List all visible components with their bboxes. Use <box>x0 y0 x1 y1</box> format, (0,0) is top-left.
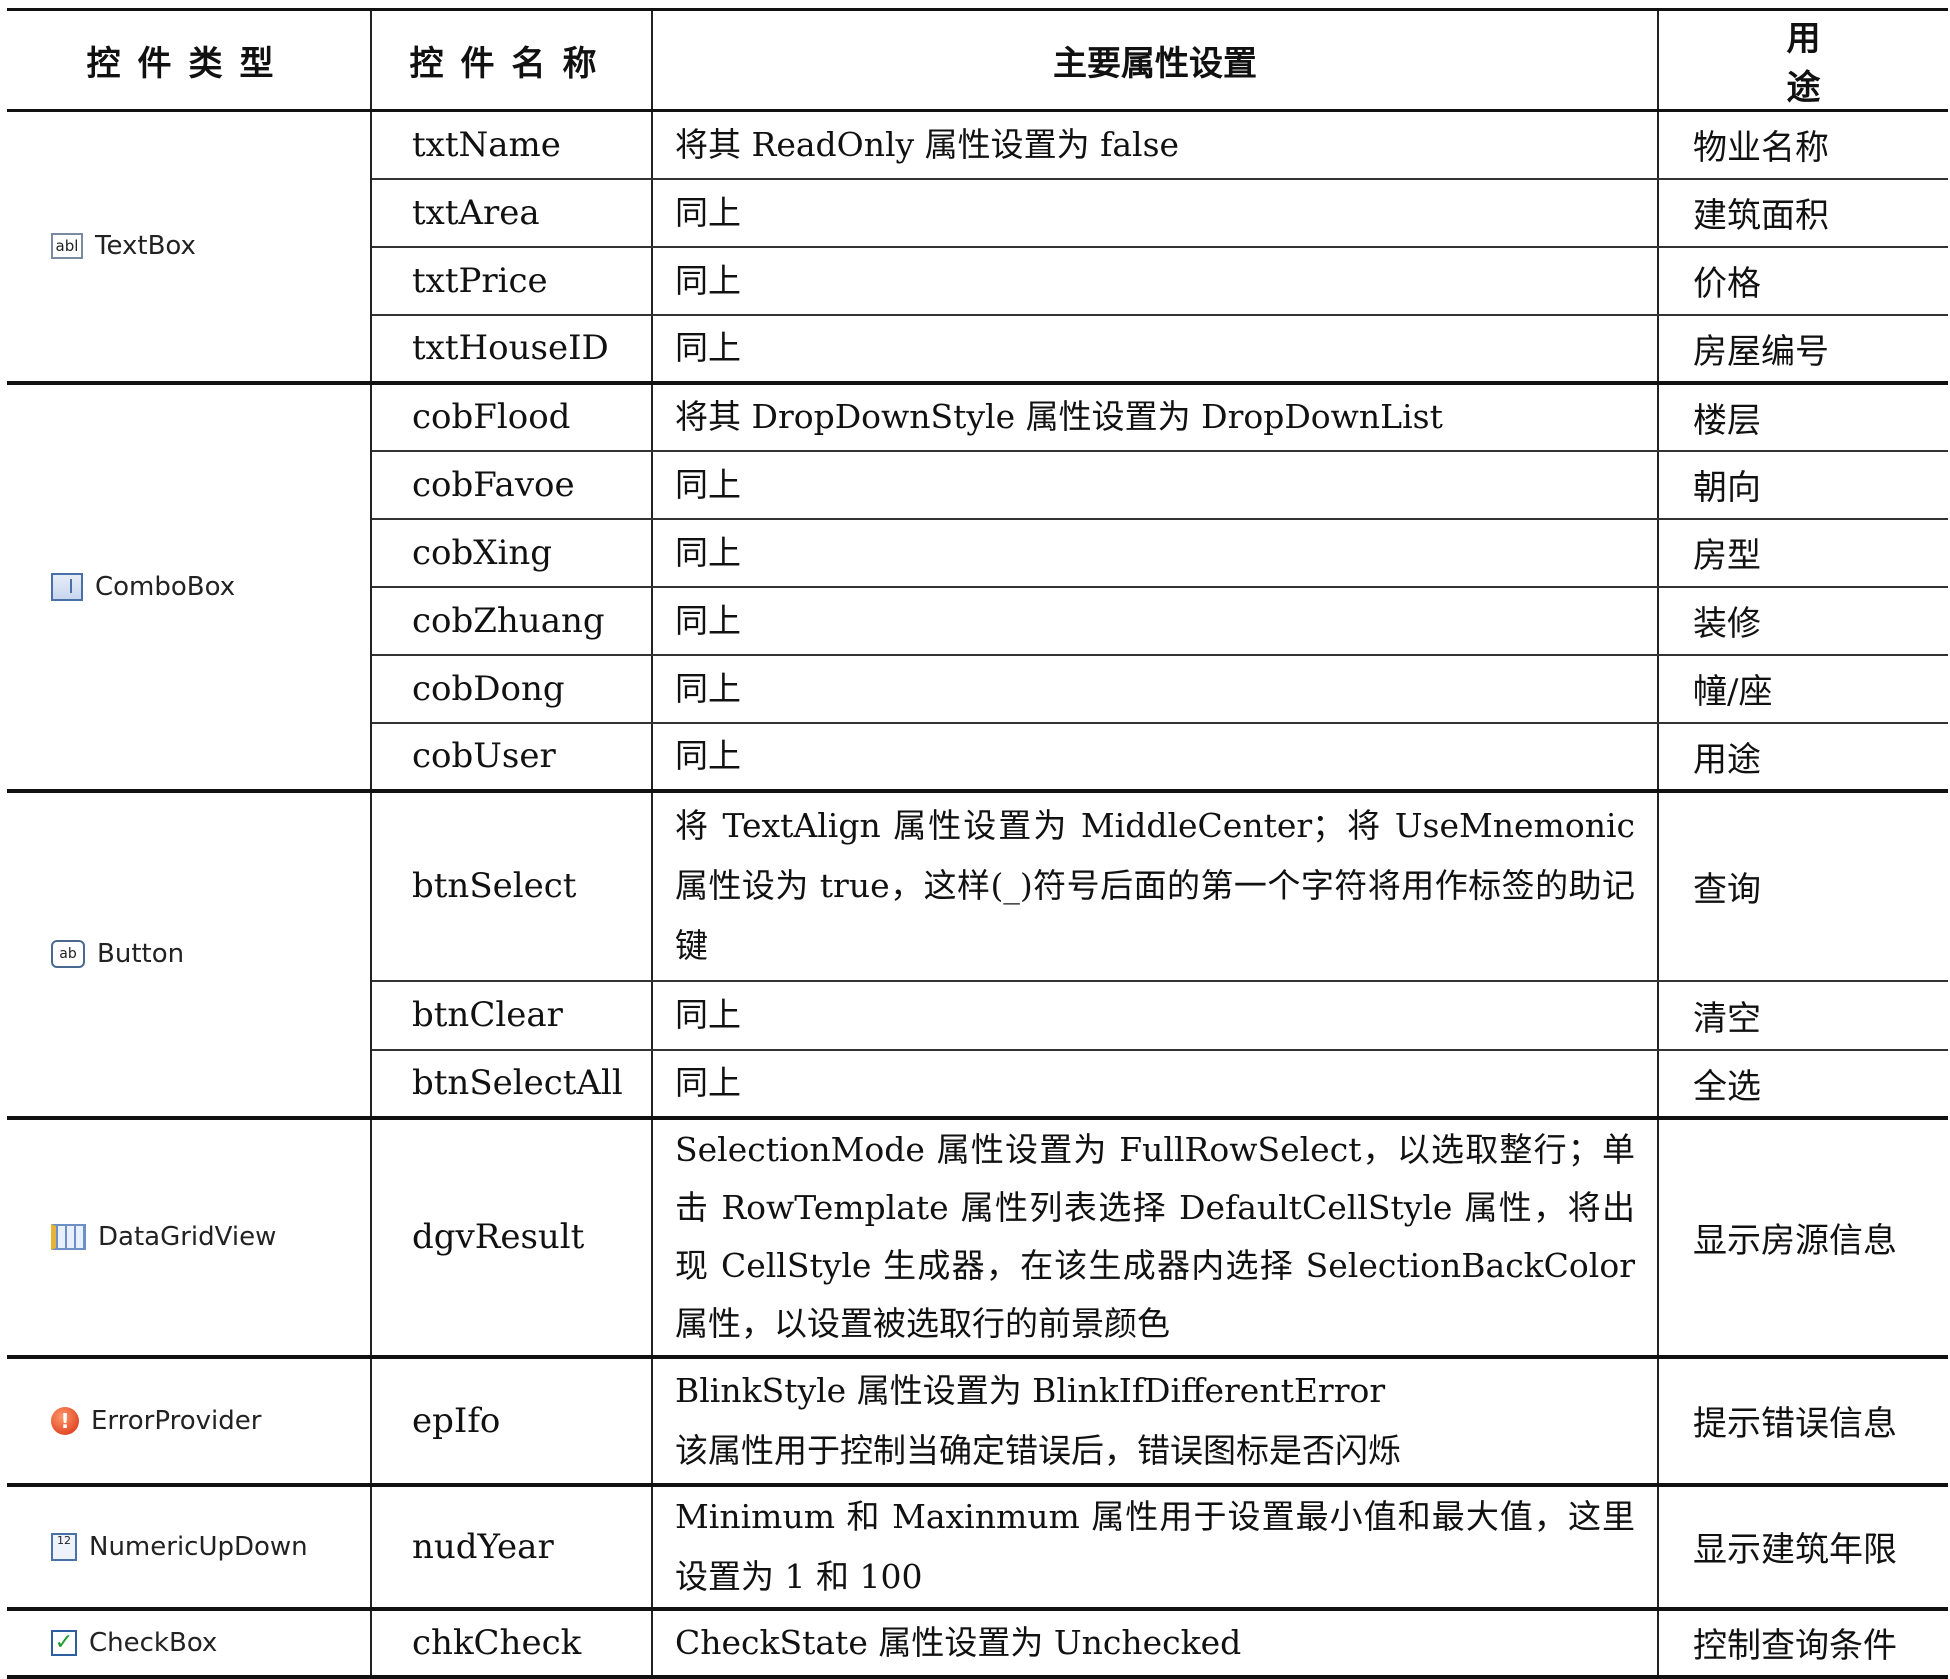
table-row: txtPrice 同上 价格 <box>7 246 1948 316</box>
numericupdown-icon: 12 <box>51 1532 77 1561</box>
type-label: ErrorProvider <box>91 1405 262 1436</box>
usage: 显示建筑年限 <box>1657 1484 1948 1611</box>
table-row: btnSelectAll 同上 全选 <box>7 1049 1948 1120</box>
usage: 全选 <box>1657 1049 1948 1120</box>
type-cell-textbox: abl TextBox <box>7 110 372 385</box>
usage: 物业名称 <box>1657 110 1948 180</box>
type-label: ComboBox <box>95 571 236 602</box>
type-label: NumericUpDown <box>89 1531 308 1562</box>
type-label: CheckBox <box>89 1627 218 1658</box>
property-desc: SelectionMode 属性设置为 FullRowSelect，以选取整行；… <box>651 1117 1659 1359</box>
type-cell-numericupdown: 12 NumericUpDown <box>7 1484 372 1611</box>
table-row: abl TextBox txtName 将其 ReadOnly 属性设置为 fal… <box>7 110 1948 385</box>
control-name: txtHouseID <box>371 314 653 385</box>
property-desc: 同上 <box>651 1049 1659 1120</box>
table-row: cobZhuang 同上 装修 <box>7 586 1948 656</box>
textbox-icon: abl <box>51 233 83 260</box>
usage: 朝向 <box>1657 450 1948 520</box>
usage: 显示房源信息 <box>1657 1117 1948 1359</box>
table-row: btnClear 同上 清空 <box>7 980 1948 1051</box>
property-desc: 同上 <box>651 722 1659 793</box>
property-desc: 同上 <box>651 178 1659 248</box>
property-desc-line: BlinkStyle 属性设置为 BlinkIfDifferentError <box>675 1370 1386 1410</box>
control-name: epIfo <box>370 1356 653 1487</box>
header-use: 用途 <box>1657 8 1948 112</box>
usage: 提示错误信息 <box>1657 1356 1948 1487</box>
table-row: cobFavoe 同上 朝向 <box>7 450 1948 520</box>
usage: 清空 <box>1657 980 1948 1051</box>
table-row: txtHouseID 同上 房屋编号 <box>7 314 1948 385</box>
type-cell-datagridview: DataGridView <box>7 1117 372 1359</box>
table-row: cobUser 同上 用途 <box>7 722 1948 793</box>
property-desc: 同上 <box>651 314 1659 385</box>
controls-table: 控件类型 控件名称 主要属性设置 用途 abl TextBox txtName 将… <box>7 8 1948 1679</box>
table-row: ! ErrorProvider epIfo BlinkStyle 属性设置为 Bl… <box>7 1356 1948 1487</box>
usage: 建筑面积 <box>1657 178 1948 248</box>
property-desc: 将 TextAlign 属性设置为 MiddleCenter；将 UseMnem… <box>651 790 1659 982</box>
property-desc: 将其 ReadOnly 属性设置为 false <box>651 110 1659 180</box>
property-desc: 同上 <box>651 246 1659 316</box>
type-label: DataGridView <box>98 1222 277 1252</box>
usage: 装修 <box>1657 586 1948 656</box>
type-cell-checkbox: ✓ CheckBox <box>7 1608 372 1679</box>
header-type: 控件类型 <box>7 8 372 112</box>
property-desc: CheckState 属性设置为 Unchecked <box>651 1608 1659 1679</box>
type-label: Button <box>97 939 185 969</box>
checkbox-icon: ✓ <box>51 1629 77 1656</box>
usage: 控制查询条件 <box>1657 1608 1948 1679</box>
type-label: TextBox <box>95 231 196 262</box>
type-cell-errorprovider: ! ErrorProvider <box>7 1356 372 1487</box>
table-row: cobDong 同上 幢/座 <box>7 654 1948 724</box>
usage: 用途 <box>1657 722 1948 793</box>
control-name: btnSelect <box>370 790 653 982</box>
button-icon: ab <box>51 940 85 968</box>
usage: 价格 <box>1657 246 1948 316</box>
control-name: cobXing <box>371 518 653 588</box>
property-desc: Minimum 和 Maxinmum 属性用于设置最小值和最大值，这里设置为 1… <box>651 1484 1659 1611</box>
table-row: ✓ CheckBox chkCheck CheckState 属性设置为 Unch… <box>7 1608 1948 1679</box>
control-name: nudYear <box>370 1484 653 1611</box>
property-desc: 同上 <box>651 518 1659 588</box>
control-name: cobDong <box>371 654 653 724</box>
property-desc: 同上 <box>651 586 1659 656</box>
table-row: ComboBox cobFlood 将其 DropDownStyle 属性设置为… <box>7 382 1948 793</box>
table-row: txtArea 同上 建筑面积 <box>7 178 1948 248</box>
control-name: cobUser <box>371 722 653 793</box>
control-name: btnClear <box>371 980 653 1051</box>
type-cell-combobox: ComboBox <box>7 382 372 793</box>
header-name: 控件名称 <box>370 8 653 112</box>
property-desc: 同上 <box>651 654 1659 724</box>
control-name: chkCheck <box>370 1608 653 1679</box>
table-row: ab Button btnSelect 将 TextAlign 属性设置为 Mid… <box>7 790 1948 1120</box>
table-row: cobXing 同上 房型 <box>7 518 1948 588</box>
property-desc: 同上 <box>651 980 1659 1051</box>
error-icon: ! <box>51 1406 79 1435</box>
control-name: txtArea <box>371 178 653 248</box>
property-desc: 将其 DropDownStyle 属性设置为 DropDownList <box>651 382 1659 452</box>
property-desc-line: 该属性用于控制当确定错误后，错误图标是否闪烁 <box>675 1430 1401 1470</box>
control-name: txtName <box>370 110 653 180</box>
control-name: cobFlood <box>370 382 653 452</box>
table-row: 12 NumericUpDown nudYear Minimum 和 Maxinm… <box>7 1484 1948 1611</box>
usage: 房型 <box>1657 518 1948 588</box>
usage: 楼层 <box>1657 382 1948 452</box>
header-row: 控件类型 控件名称 主要属性设置 用途 <box>7 8 1948 112</box>
control-name: dgvResult <box>370 1117 653 1359</box>
datagridview-icon <box>51 1224 86 1250</box>
control-name: txtPrice <box>371 246 653 316</box>
header-props: 主要属性设置 <box>651 8 1659 112</box>
usage: 查询 <box>1657 790 1948 982</box>
control-name: cobZhuang <box>371 586 653 656</box>
combobox-icon <box>51 572 83 601</box>
usage: 房屋编号 <box>1657 314 1948 385</box>
property-desc: BlinkStyle 属性设置为 BlinkIfDifferentError 该属… <box>651 1356 1659 1487</box>
usage: 幢/座 <box>1657 654 1948 724</box>
type-cell-button: ab Button <box>7 790 372 1120</box>
property-desc: 同上 <box>651 450 1659 520</box>
control-name: btnSelectAll <box>371 1049 653 1120</box>
table-row: DataGridView dgvResult SelectionMode 属性设… <box>7 1117 1948 1359</box>
control-name: cobFavoe <box>371 450 653 520</box>
